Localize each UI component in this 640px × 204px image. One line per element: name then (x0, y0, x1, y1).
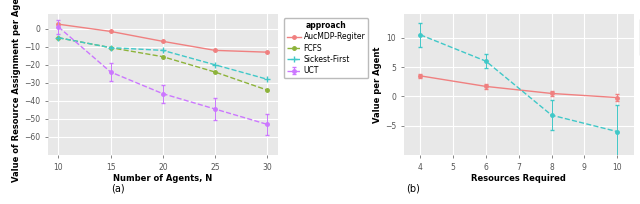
Line: Sickest-First: Sickest-First (56, 35, 270, 82)
FCFS (264, 89, 271, 91)
Text: (a): (a) (111, 184, 125, 194)
AucMDP-Regiter (211, 49, 219, 52)
Y-axis label: Value per Agent: Value per Agent (373, 47, 382, 123)
X-axis label: Resources Required: Resources Required (471, 174, 566, 183)
Sickest-First (211, 64, 219, 66)
Legend: AucMDP-Regiter, FCFS, Sickest-First, UCT: AucMDP-Regiter, FCFS, Sickest-First, UCT (284, 18, 369, 78)
Sickest-First (54, 37, 62, 39)
FCFS (107, 47, 115, 49)
Y-axis label: Value of Resource Assignment per Agent: Value of Resource Assignment per Agent (12, 0, 22, 182)
Sickest-First (107, 47, 115, 49)
Sickest-First (159, 49, 166, 52)
Text: (b): (b) (406, 184, 420, 194)
Line: AucMDP-Regiter: AucMDP-Regiter (57, 22, 269, 54)
FCFS (159, 55, 166, 58)
AucMDP-Regiter (264, 51, 271, 53)
FCFS (54, 37, 62, 39)
AucMDP-Regiter (54, 23, 62, 26)
AucMDP-Regiter (159, 40, 166, 43)
X-axis label: Number of Agents, N: Number of Agents, N (113, 174, 212, 183)
AucMDP-Regiter (107, 30, 115, 33)
FCFS (211, 71, 219, 73)
Line: FCFS: FCFS (57, 36, 269, 92)
Sickest-First (264, 78, 271, 80)
